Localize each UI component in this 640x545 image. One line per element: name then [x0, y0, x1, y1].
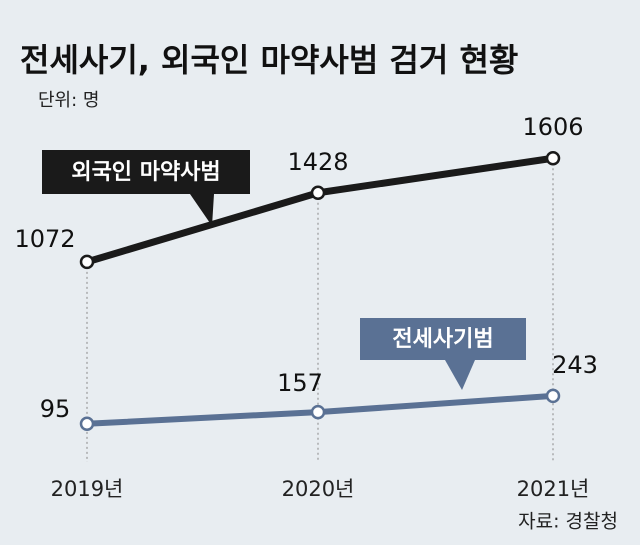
x-tick-label: 2020년	[282, 477, 355, 501]
value-label: 1428	[287, 148, 348, 176]
point	[545, 388, 561, 404]
legend-tail	[190, 194, 214, 226]
x-tick-label: 2019년	[51, 477, 124, 501]
point	[310, 185, 326, 201]
chart-title: 전세사기, 외국인 마약사범 검거 현황	[20, 41, 518, 79]
chart-subtitle: 단위: 명	[38, 90, 99, 111]
legend-box	[360, 318, 526, 360]
legend-label: 외국인 마약사범	[71, 160, 220, 185]
value-label: 1606	[522, 113, 583, 141]
legend-box	[42, 150, 250, 194]
value-label: 95	[40, 395, 71, 423]
value-label: 157	[277, 369, 323, 397]
x-tick-label: 2021년	[517, 477, 590, 501]
point	[79, 416, 95, 432]
source: 자료: 경찰청	[518, 511, 618, 533]
value-label: 1072	[14, 225, 75, 253]
point	[545, 150, 561, 166]
point	[79, 254, 95, 270]
legend-tail	[445, 360, 475, 390]
legend-label: 전세사기범	[392, 327, 493, 352]
value-label: 243	[552, 351, 598, 379]
point	[310, 404, 326, 420]
